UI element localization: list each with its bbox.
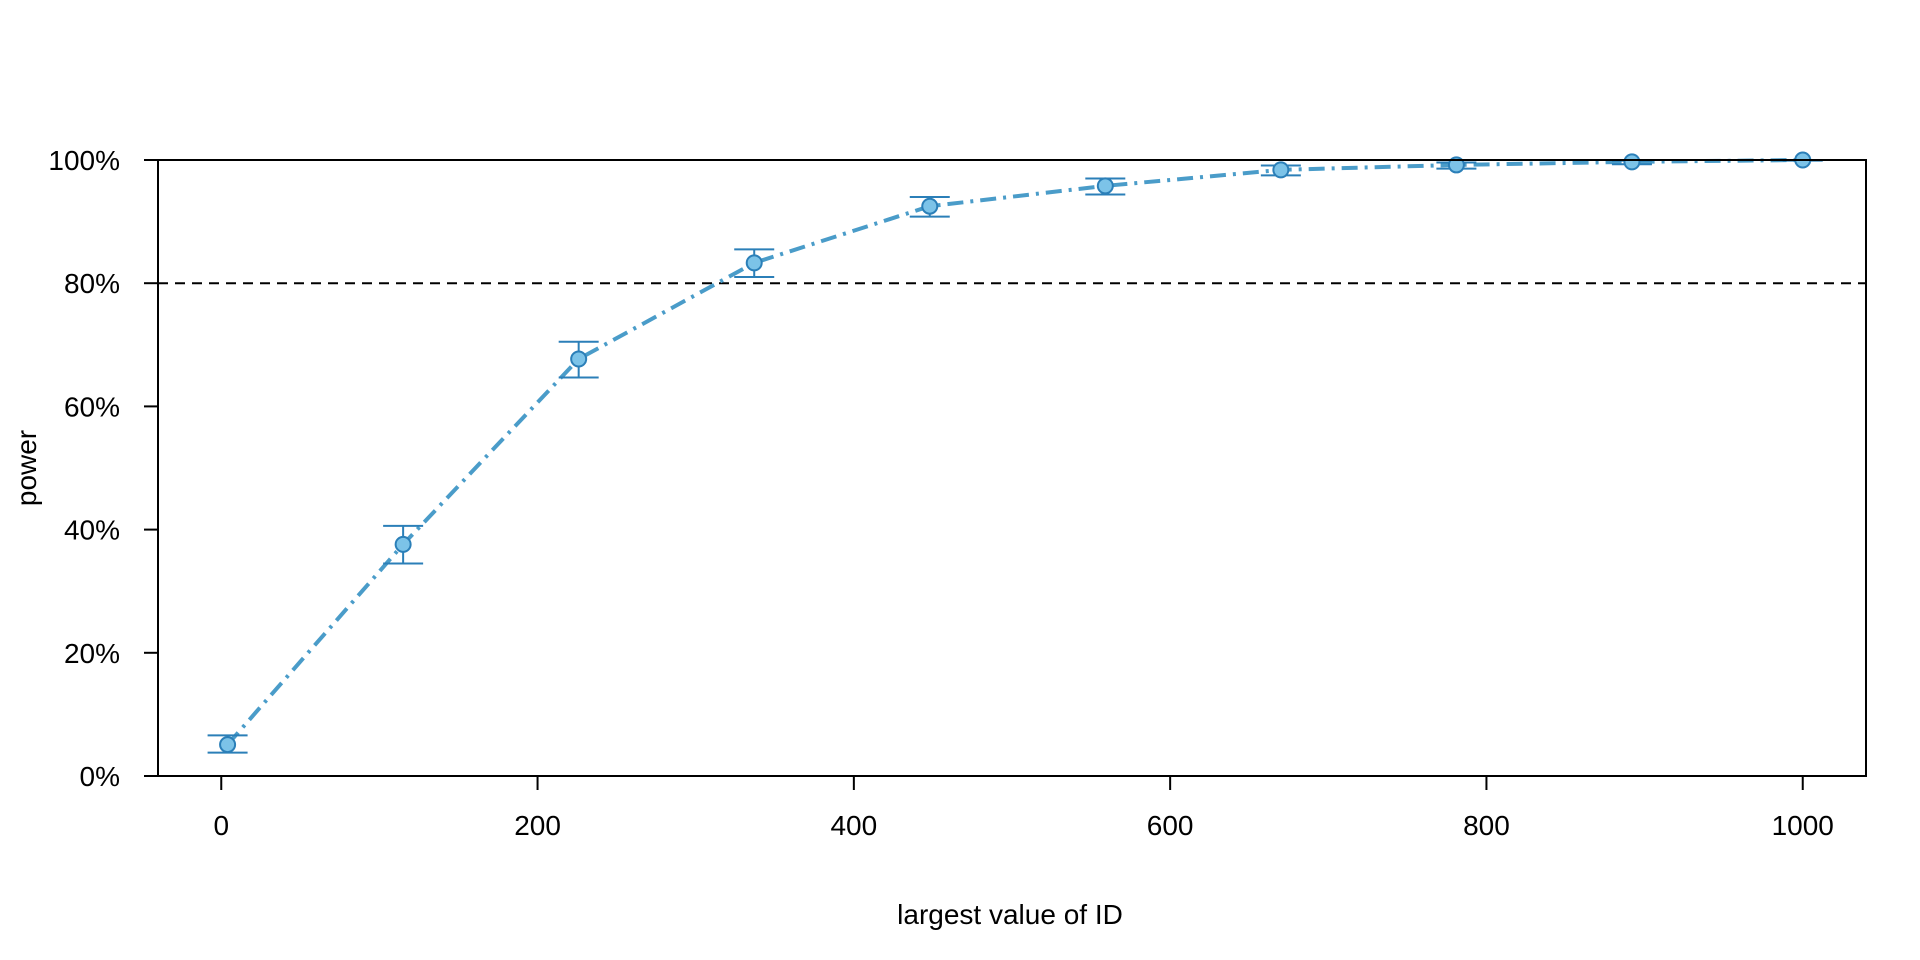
data-point bbox=[1447, 156, 1465, 174]
data-point bbox=[921, 197, 939, 215]
y-axis: 0% 20% 40% 60% 80% 100% bbox=[48, 145, 158, 792]
x-tick-label: 0 bbox=[213, 810, 229, 841]
y-tick-label: 0% bbox=[80, 761, 120, 792]
x-tick-label: 1000 bbox=[1772, 810, 1834, 841]
y-axis-title: power bbox=[11, 430, 42, 506]
x-tick-label: 400 bbox=[830, 810, 877, 841]
data-point bbox=[1096, 177, 1114, 195]
y-tick-label: 80% bbox=[64, 268, 120, 299]
data-point bbox=[219, 736, 237, 754]
x-tick-label: 600 bbox=[1147, 810, 1194, 841]
x-axis-title: largest value of ID bbox=[897, 899, 1123, 930]
series-line bbox=[226, 158, 1803, 746]
data-point bbox=[1272, 161, 1290, 179]
data-point bbox=[745, 254, 763, 272]
plot-frame bbox=[157, 159, 1867, 777]
data-point bbox=[570, 350, 588, 368]
x-axis: 0 200 400 600 800 1000 bbox=[213, 776, 1834, 841]
data-point bbox=[394, 535, 412, 553]
x-tick-label: 800 bbox=[1463, 810, 1510, 841]
y-tick-label: 40% bbox=[64, 515, 120, 546]
y-tick-label: 60% bbox=[64, 391, 120, 422]
y-tick-label: 100% bbox=[48, 145, 120, 176]
plot-area bbox=[158, 151, 1866, 754]
y-tick-label: 20% bbox=[64, 638, 120, 669]
x-tick-label: 200 bbox=[514, 810, 561, 841]
data-point bbox=[1623, 153, 1641, 171]
